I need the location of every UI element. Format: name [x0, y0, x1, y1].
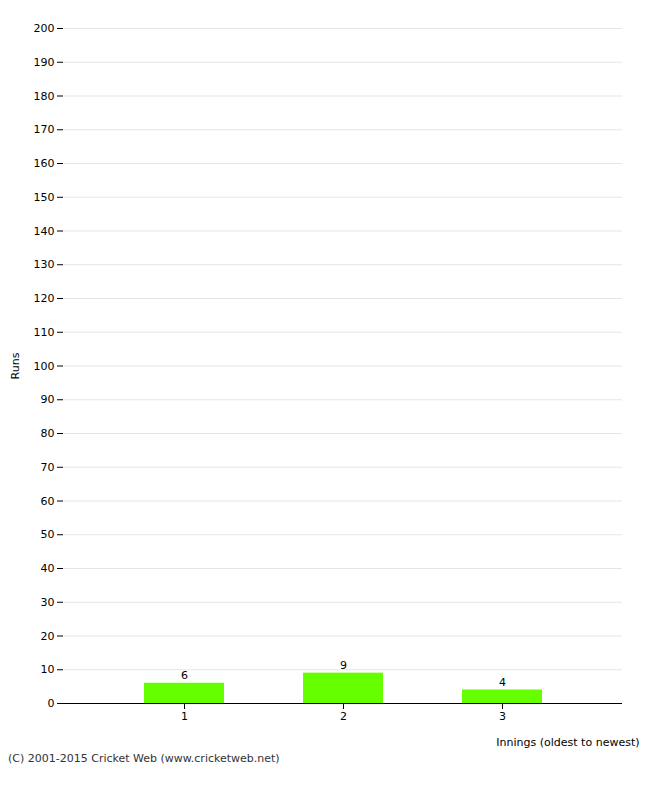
- svg-text:1: 1: [181, 710, 188, 723]
- svg-text:80: 80: [41, 427, 55, 440]
- svg-text:110: 110: [34, 326, 55, 339]
- svg-text:170: 170: [34, 123, 55, 136]
- svg-text:20: 20: [41, 630, 55, 643]
- svg-text:Innings (oldest to newest): Innings (oldest to newest): [496, 736, 639, 749]
- svg-text:100: 100: [34, 360, 55, 373]
- svg-text:Runs: Runs: [9, 352, 22, 379]
- svg-text:160: 160: [34, 157, 55, 170]
- svg-text:10: 10: [41, 663, 55, 676]
- svg-text:30: 30: [41, 596, 55, 609]
- svg-text:70: 70: [41, 461, 55, 474]
- svg-text:0: 0: [48, 697, 55, 710]
- svg-text:50: 50: [41, 528, 55, 541]
- svg-text:40: 40: [41, 562, 55, 575]
- svg-text:190: 190: [34, 56, 55, 69]
- svg-text:120: 120: [34, 292, 55, 305]
- svg-text:6: 6: [181, 669, 188, 682]
- svg-text:60: 60: [41, 495, 55, 508]
- svg-text:9: 9: [340, 659, 347, 672]
- svg-text:200: 200: [34, 22, 55, 35]
- svg-text:90: 90: [41, 393, 55, 406]
- svg-text:140: 140: [34, 225, 55, 238]
- svg-text:150: 150: [34, 191, 55, 204]
- svg-text:3: 3: [499, 710, 506, 723]
- svg-text:2: 2: [340, 710, 347, 723]
- svg-text:180: 180: [34, 90, 55, 103]
- html-text:(C) 2001-2015 Cricket Web (www: (C) 2001-2015 Cricket Web (www.cricketwe…: [8, 752, 280, 765]
- svg-text:4: 4: [499, 676, 506, 689]
- svg-text:130: 130: [34, 258, 55, 271]
